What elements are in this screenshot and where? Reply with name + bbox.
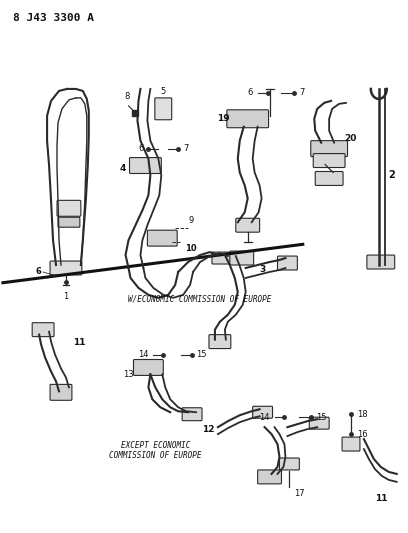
Text: 15: 15 [316,413,327,422]
FancyBboxPatch shape [155,98,172,120]
FancyBboxPatch shape [257,470,282,484]
FancyBboxPatch shape [367,255,395,269]
Text: 12: 12 [202,425,215,434]
FancyBboxPatch shape [50,261,82,275]
FancyBboxPatch shape [253,406,273,418]
Text: 18: 18 [357,410,368,419]
FancyBboxPatch shape [315,172,343,185]
FancyBboxPatch shape [309,417,329,429]
Text: 14: 14 [259,413,270,422]
Text: 11: 11 [73,338,85,347]
Text: 7: 7 [183,144,188,153]
Text: 6: 6 [138,144,144,153]
Text: 8 J43 3300 A: 8 J43 3300 A [13,13,94,23]
Text: 1: 1 [63,292,69,301]
Text: EXCEPT ECONOMIC
COMMISSION OF EUROPE: EXCEPT ECONOMIC COMMISSION OF EUROPE [109,441,202,461]
Text: 2: 2 [389,171,395,181]
FancyBboxPatch shape [230,251,254,265]
FancyBboxPatch shape [182,408,202,421]
Text: 20: 20 [344,134,357,143]
Text: 14: 14 [138,350,149,359]
Text: 6: 6 [247,88,253,98]
Text: 3: 3 [259,265,266,274]
Text: 16: 16 [357,430,368,439]
FancyBboxPatch shape [129,158,161,173]
Text: 11: 11 [375,494,387,503]
FancyBboxPatch shape [311,141,348,157]
Text: 6: 6 [35,268,41,277]
Text: 5: 5 [161,87,166,96]
FancyBboxPatch shape [32,322,54,337]
Text: 7: 7 [299,88,305,98]
Text: 15: 15 [196,350,206,359]
Text: 17: 17 [295,489,305,498]
FancyBboxPatch shape [313,154,345,167]
FancyBboxPatch shape [58,217,80,227]
Text: 19: 19 [217,114,230,123]
Text: 10: 10 [185,244,197,253]
Text: 9: 9 [188,216,193,225]
FancyBboxPatch shape [277,256,297,270]
Text: 8: 8 [125,92,130,101]
Text: 13: 13 [123,370,133,379]
FancyBboxPatch shape [147,230,177,246]
FancyBboxPatch shape [279,458,299,470]
Text: W/ECONOMIC COMMISSION OF EUROPE: W/ECONOMIC COMMISSION OF EUROPE [129,295,272,304]
FancyBboxPatch shape [227,110,268,128]
FancyBboxPatch shape [236,218,259,232]
FancyBboxPatch shape [342,437,360,451]
FancyBboxPatch shape [57,200,81,216]
FancyBboxPatch shape [133,360,163,375]
FancyBboxPatch shape [209,335,231,349]
Text: 4: 4 [119,164,126,173]
FancyBboxPatch shape [212,252,232,264]
FancyBboxPatch shape [50,384,72,400]
